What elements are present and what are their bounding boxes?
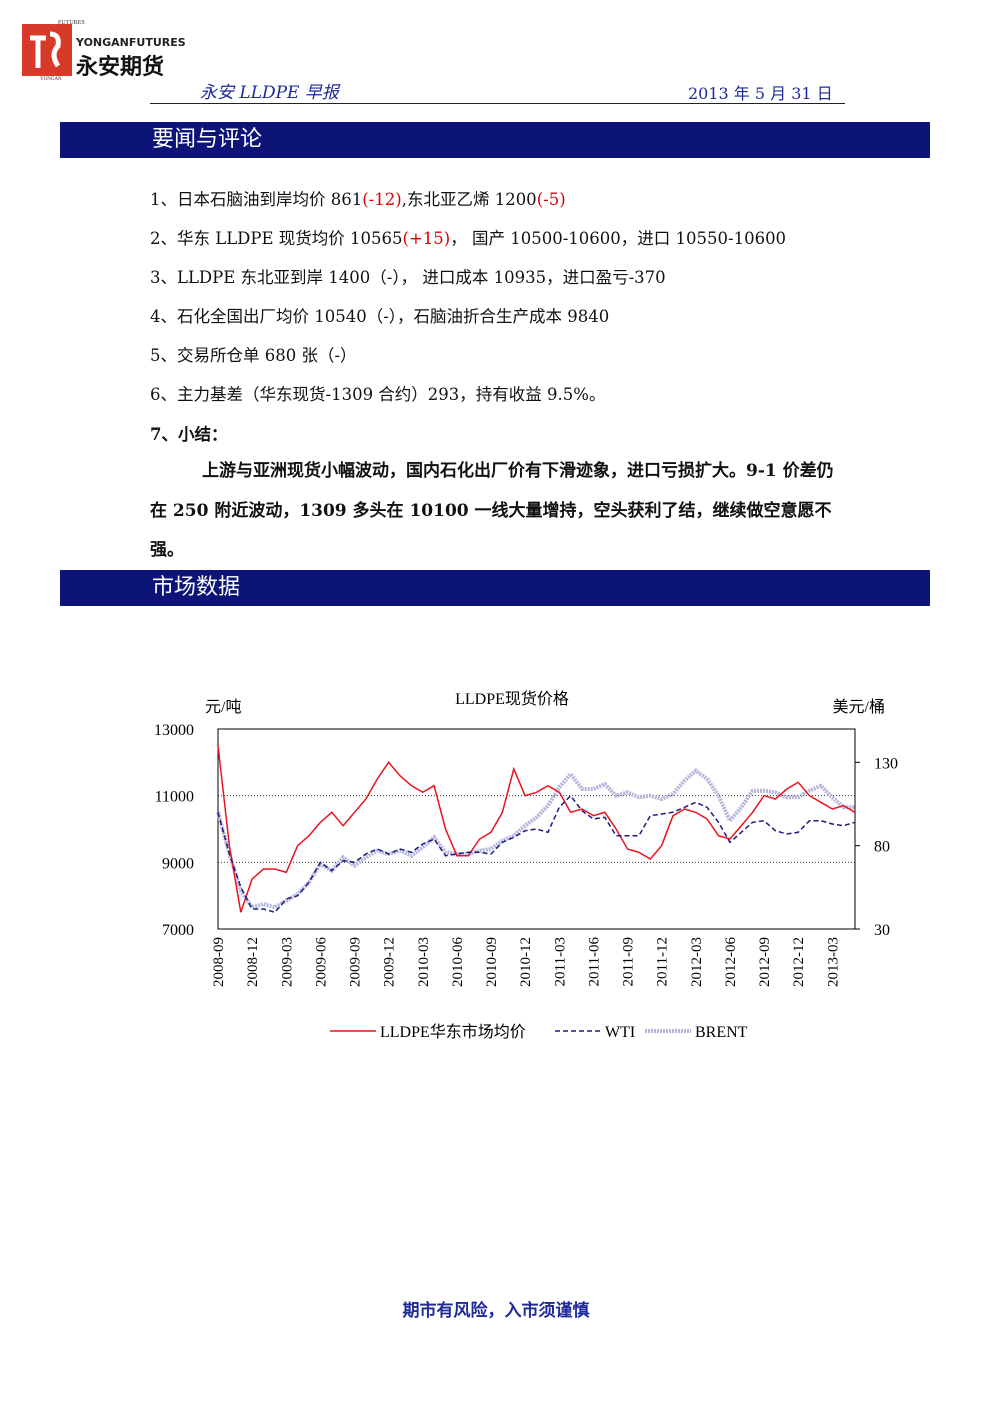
news-text: 2、华东 LLDPE 现货均价 10565 bbox=[150, 229, 403, 248]
series-line bbox=[217, 794, 856, 914]
news-text: 6、主力基差（华东现货-1309 合约）293，持有收益 9.5%。 bbox=[150, 385, 606, 404]
news-text: 5、交易所仓单 680 张（-） bbox=[150, 346, 357, 365]
news-item: 3、LLDPE 东北亚到岸 1400（-）， 进口成本 10935，进口盈亏-3… bbox=[150, 264, 666, 288]
x-tick-label: 2011-12 bbox=[655, 937, 671, 986]
y-tick-label: 13000 bbox=[154, 722, 194, 739]
summary-title: 7、小结： bbox=[150, 425, 228, 444]
y2-axis-label: 美元/桶 bbox=[833, 698, 885, 716]
section-title: 市场数据 bbox=[152, 575, 241, 600]
x-tick-label: 2011-03 bbox=[552, 937, 568, 986]
series-line bbox=[217, 745, 856, 913]
y2-tick-label: 80 bbox=[874, 839, 890, 856]
x-tick-label: 2010-09 bbox=[484, 937, 500, 987]
x-tick-label: 2013-03 bbox=[825, 937, 841, 987]
chart-title: LLDPE现货价格 bbox=[455, 690, 569, 708]
x-tick-label: 2011-09 bbox=[621, 937, 637, 986]
logo-small: YONGAN bbox=[40, 77, 62, 82]
x-tick-label: 2008-09 bbox=[211, 937, 227, 987]
footer: 期市有风险，入市须谨慎 bbox=[402, 1301, 590, 1321]
logo-mark bbox=[22, 24, 72, 76]
section-bar: 要闻与评论 bbox=[60, 122, 930, 158]
news-text: (-5) bbox=[536, 190, 566, 209]
news-text: (+15) bbox=[402, 229, 451, 248]
legend-label: BRENT bbox=[695, 1024, 748, 1041]
y-tick-label: 9000 bbox=[162, 855, 194, 872]
news-item: 6、主力基差（华东现货-1309 合约）293，持有收益 9.5%。 bbox=[150, 381, 605, 405]
y-tick-label: 11000 bbox=[155, 789, 194, 806]
chart: LLDPE现货价格 元/吨 美元/桶 7000 9000 11000 13000 30 80 13… bbox=[154, 690, 898, 1041]
section-bar: 市场数据 bbox=[60, 570, 930, 606]
report-title: 永安 LLDPE 早报 bbox=[200, 83, 339, 103]
news-item: 4、石化全国出厂均价 10540（-），石脑油折合生产成本 9840 bbox=[150, 303, 609, 327]
logo-glyph bbox=[30, 31, 61, 68]
report-date: 2013 年 5 月 31 日 bbox=[688, 84, 833, 103]
x-tick-label: 2012-03 bbox=[689, 937, 705, 987]
legend-label: LLDPE华东市场均价 bbox=[380, 1023, 526, 1041]
news-text: 4、石化全国出厂均价 10540（-），石脑油折合生产成本 9840 bbox=[150, 307, 610, 326]
y-tick-label: 7000 bbox=[162, 922, 194, 939]
news-text: ， 国产 10500-10600，进口 10550-10600 bbox=[450, 229, 787, 248]
legend-label: WTI bbox=[605, 1024, 635, 1041]
summary: 上游与亚洲现货小幅波动，国内石化出厂价有下滑迹象，进口亏损扩大。9-1 价差仍在… bbox=[150, 461, 834, 560]
plot-frame bbox=[217, 728, 856, 930]
header-rule bbox=[150, 103, 845, 104]
logo-small: FUTURES bbox=[58, 20, 85, 26]
series-line bbox=[216, 768, 855, 910]
x-tick-label: 2011-06 bbox=[586, 937, 602, 987]
news-item: 5、交易所仓单 680 张（-） bbox=[150, 342, 357, 366]
x-tick-label: 2010-03 bbox=[416, 937, 432, 987]
news-item: 1、日本石脑油到岸均价 861(-12),东北亚乙烯 1200(-5) bbox=[150, 186, 566, 210]
news-text: (-12) bbox=[362, 190, 402, 209]
x-tick-label: 2009-12 bbox=[382, 937, 398, 987]
x-tick-label: 2012-12 bbox=[791, 937, 807, 987]
news-item: 2、华东 LLDPE 现货均价 10565(+15)， 国产 10500-106… bbox=[150, 225, 786, 249]
x-tick-label: 2012-09 bbox=[757, 937, 773, 987]
news-text: ,东北亚乙烯 1200 bbox=[401, 190, 537, 209]
y2-tick-label: 130 bbox=[874, 755, 898, 772]
x-tick-label: 2010-06 bbox=[450, 937, 466, 987]
x-tick-label: 2010-12 bbox=[518, 937, 534, 987]
x-tick-label: 2009-09 bbox=[348, 937, 364, 987]
section-title: 要闻与评论 bbox=[152, 127, 263, 152]
logo-en: YONGANFUTURES bbox=[75, 36, 186, 49]
logo: FUTURES YONGANFUTURES 永安期货 YONGAN bbox=[22, 20, 186, 82]
x-tick-label: 2012-06 bbox=[723, 937, 739, 987]
news-text: 1、日本石脑油到岸均价 861 bbox=[150, 190, 363, 209]
x-tick-label: 2008-12 bbox=[245, 937, 261, 987]
logo-cn: 永安期货 bbox=[76, 54, 164, 80]
x-tick-label: 2009-06 bbox=[313, 937, 329, 987]
news-text: 3、LLDPE 东北亚到岸 1400（-）， 进口成本 10935，进口盈亏-3… bbox=[150, 268, 666, 287]
x-tick-label: 2009-03 bbox=[279, 937, 295, 987]
y-axis-label: 元/吨 bbox=[205, 698, 241, 716]
y2-tick-label: 30 bbox=[874, 922, 890, 939]
